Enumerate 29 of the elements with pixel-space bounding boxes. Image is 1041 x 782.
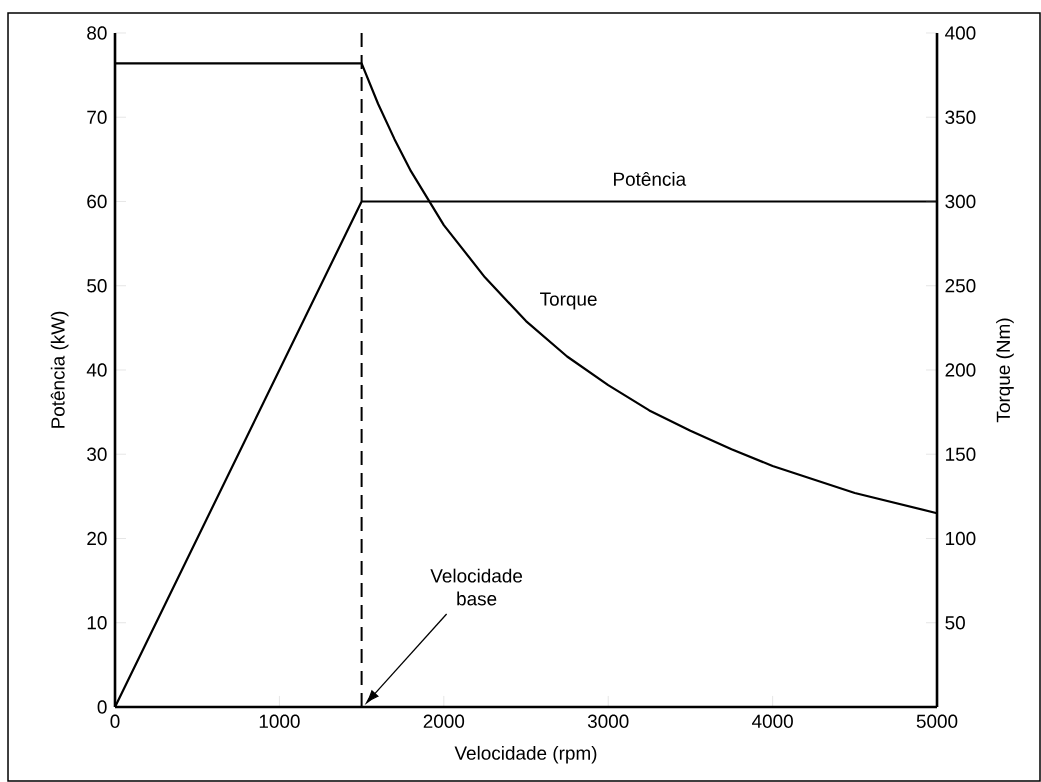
y2-tick-label: 50	[945, 616, 965, 630]
x-tick-label: 1000	[259, 714, 300, 728]
y-tick-label: 70	[87, 110, 107, 124]
x-tick-label: 4000	[751, 714, 793, 728]
x-tick-label: 2000	[423, 714, 465, 728]
y-tick-label: 50	[87, 279, 107, 293]
y2-tick-label: 400	[945, 26, 976, 40]
series-label: Torque	[540, 292, 597, 310]
series-label: Potência	[614, 171, 687, 186]
y2-tick-label: 200	[945, 363, 976, 377]
y-tick-label: 10	[87, 616, 107, 630]
x-tick-label: 0	[110, 714, 120, 728]
y-tick-label: 0	[97, 700, 107, 714]
y-tick-label: 80	[87, 26, 107, 40]
y-axis-title: Potência (kW)	[50, 311, 69, 428]
x-axis-title: Velocidade (rpm)	[454, 745, 597, 764]
y-tick-label: 20	[87, 531, 107, 546]
y2-axis-title: Torque (Nm)	[996, 318, 1014, 423]
y2-tick-label: 150	[946, 447, 976, 461]
annotation: Velocidade base	[430, 568, 523, 606]
y2-tick-label: 100	[946, 531, 976, 546]
y-tick-label: 60	[87, 194, 107, 209]
x-tick-label: 5000	[916, 714, 958, 728]
y2-tick-label: 350	[945, 110, 976, 124]
y2-tick-label: 250	[945, 279, 976, 293]
y-tick-label: 40	[86, 363, 107, 377]
x-tick-label: 3000	[587, 714, 629, 728]
y-tick-label: 30	[87, 447, 107, 461]
y2-tick-label: 300	[945, 194, 976, 209]
